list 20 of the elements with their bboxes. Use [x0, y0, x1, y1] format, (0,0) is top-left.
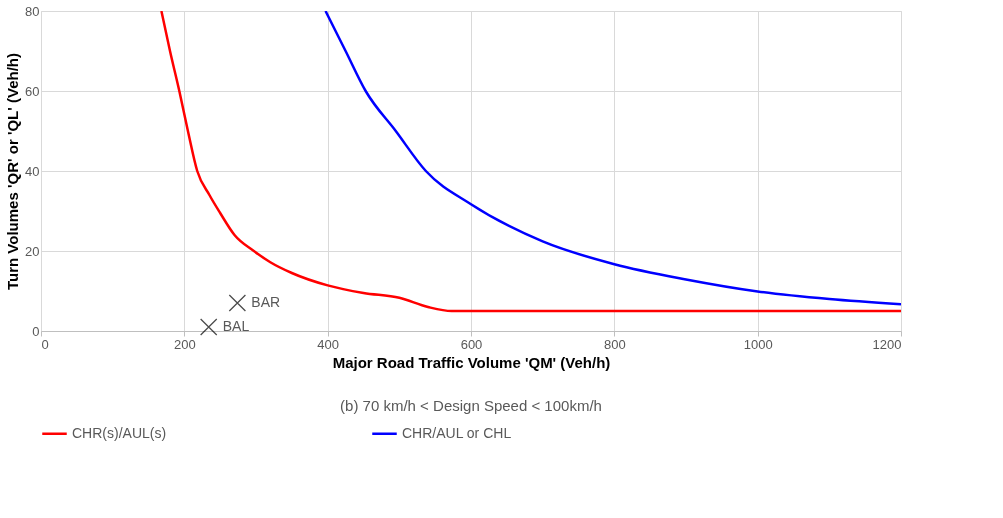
x-tick-label: 600 [460, 336, 483, 352]
x-tick-label: 1200 [872, 336, 902, 352]
y-tick-label: 0 [32, 323, 40, 339]
text: (b) 70 km/h < Design Speed < 100km/h [340, 397, 602, 414]
line-series [324, 11, 901, 306]
series-label: BAR [251, 294, 281, 310]
legend-label: CHR/AUL or CHL [402, 424, 512, 441]
x-tick-label: 800 [603, 336, 626, 352]
y-tick-label: 80 [25, 3, 40, 19]
y-axis-title: Turn Volumes 'QR' or 'QL' (Veh/h) [4, 52, 22, 291]
series-label: BAL [222, 318, 250, 334]
y-tick-label: 60 [25, 83, 40, 99]
line-series [160, 11, 901, 313]
y-tick-label: 20 [25, 243, 40, 259]
x-tick-label: 400 [317, 336, 340, 352]
legend-label: CHR(s)/AUL(s) [72, 424, 167, 441]
x-tick-label: 200 [173, 336, 196, 352]
x-axis-title: Major Road Traffic Volume 'QM' (Veh/h) [332, 353, 611, 371]
x-tick-label: 1000 [743, 336, 773, 352]
y-tick-label: 40 [25, 163, 40, 179]
